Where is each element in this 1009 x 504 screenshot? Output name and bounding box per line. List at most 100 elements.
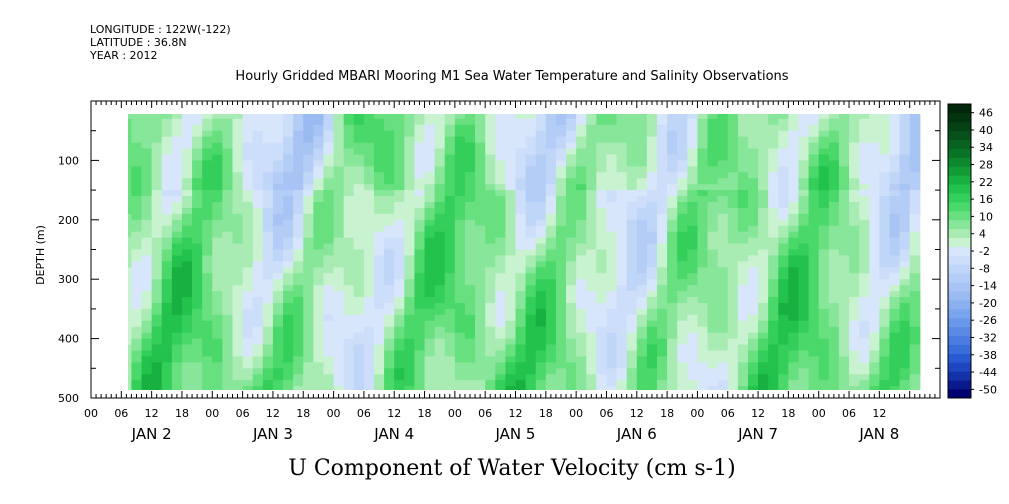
heatmap-cell [293, 380, 304, 387]
heatmap-cell [626, 285, 638, 292]
colorbar-swatch [948, 157, 971, 167]
heatmap-cell [475, 255, 486, 262]
heatmap-cell [849, 368, 860, 375]
heatmap-cell [758, 142, 769, 150]
heatmap-cell [384, 118, 395, 126]
heatmap-cell [899, 302, 911, 310]
heatmap-cell [606, 332, 618, 340]
heatmap-cell [128, 178, 133, 185]
heatmap-cell [485, 166, 496, 173]
heatmap-cell [242, 350, 254, 358]
heatmap-cell [879, 184, 891, 191]
heatmap-cell [131, 350, 143, 358]
heatmap-cell [697, 124, 709, 132]
heatmap-cell [677, 114, 688, 120]
heatmap-cell [555, 172, 567, 179]
heatmap-cell [131, 320, 143, 328]
heatmap-cell [313, 225, 325, 233]
heatmap-cell [212, 386, 223, 390]
heatmap-cell [141, 201, 153, 209]
heatmap-cell [758, 231, 769, 239]
heatmap-cell [161, 243, 173, 251]
heatmap-cell [596, 338, 608, 346]
heatmap-cell [141, 207, 153, 215]
heatmap-cell [808, 142, 820, 150]
heatmap-cell [151, 261, 163, 268]
heatmap-cell [131, 261, 143, 268]
colorbar-swatch [948, 282, 971, 292]
heatmap-cell [808, 344, 820, 352]
heatmap-cell [758, 380, 769, 387]
heatmap-cell [616, 332, 628, 340]
heatmap-cell [758, 279, 769, 286]
heatmap-cell [909, 160, 921, 167]
heatmap-cell [353, 190, 365, 197]
heatmap-cell [343, 213, 355, 221]
heatmap-cell [677, 207, 688, 215]
heatmap-cell [181, 291, 193, 298]
heatmap-cell [778, 184, 789, 191]
heatmap-cell [394, 118, 405, 126]
heatmap-cell [303, 130, 314, 138]
heatmap-cell [414, 196, 426, 203]
heatmap-cell [717, 267, 729, 274]
heatmap-cell [717, 326, 729, 334]
heatmap-cell [141, 172, 153, 179]
heatmap-cell [424, 118, 436, 126]
heatmap-cell [909, 207, 921, 215]
heatmap-cell [353, 344, 365, 352]
heatmap-cell [677, 332, 688, 340]
heatmap-cell [343, 380, 355, 387]
x-tick-label: 06 [114, 407, 128, 420]
heatmap-cell [343, 142, 355, 150]
heatmap-cell [128, 160, 133, 167]
heatmap-cell [303, 362, 314, 369]
heatmap-cell [262, 142, 274, 150]
heatmap-cell [576, 279, 587, 286]
heatmap-cell [798, 219, 810, 227]
colorbar-swatch [948, 219, 971, 230]
heatmap-cell [788, 273, 800, 280]
heatmap-cell [717, 219, 729, 227]
heatmap-cell [515, 219, 527, 227]
heatmap-cell [828, 130, 840, 138]
heatmap-cell [717, 154, 729, 161]
heatmap-cell [838, 231, 850, 239]
heatmap-cell [171, 237, 183, 245]
heatmap-cell [252, 261, 264, 268]
heatmap-cell [909, 297, 921, 304]
heatmap-cell [616, 350, 628, 358]
heatmap-cell [252, 267, 264, 274]
heatmap-cell [758, 124, 769, 132]
heatmap-cell [596, 279, 608, 286]
heatmap-cell [333, 273, 345, 280]
heatmap-cell [384, 344, 395, 352]
heatmap-cell [859, 338, 870, 346]
heatmap-cell [747, 225, 759, 233]
heatmap-cell [859, 291, 870, 298]
heatmap-cell [798, 314, 810, 322]
heatmap-cell [576, 297, 587, 304]
heatmap-cell [353, 124, 365, 132]
heatmap-cell [869, 243, 880, 251]
heatmap-cell [838, 166, 850, 173]
heatmap-cell [202, 118, 213, 126]
heatmap-cell [889, 344, 901, 352]
heatmap-cell [232, 225, 244, 233]
heatmap-cell [505, 297, 517, 304]
heatmap-cell [424, 332, 436, 340]
heatmap-cell [566, 338, 577, 346]
heatmap-cell [313, 231, 325, 239]
heatmap-cell [808, 297, 820, 304]
heatmap-cell [697, 160, 709, 167]
heatmap-cell [646, 196, 658, 203]
heatmap-cell [899, 338, 911, 346]
heatmap-cell [758, 196, 769, 203]
heatmap-cell [869, 338, 880, 346]
heatmap-cell [899, 172, 911, 179]
heatmap-cell [677, 225, 688, 233]
heatmap-cell [758, 308, 769, 316]
heatmap-cell [596, 130, 608, 138]
heatmap-cell [646, 243, 658, 251]
heatmap-cell [677, 273, 688, 280]
